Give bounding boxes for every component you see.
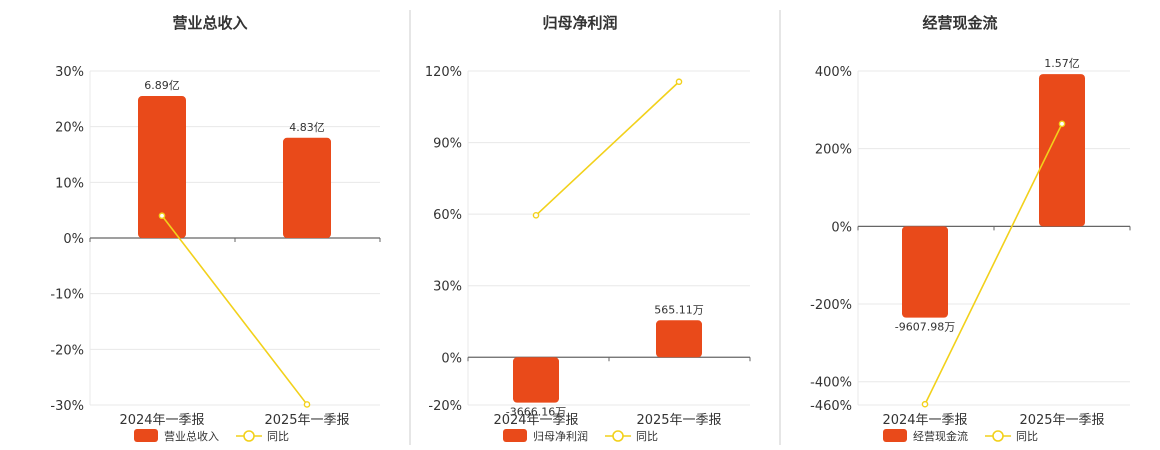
x-category-label: 2025年一季报 (264, 413, 349, 428)
chart-title: 营业总收入 (172, 14, 247, 32)
legend-label-line: 同比 (1016, 430, 1038, 443)
yoy-point (675, 78, 683, 86)
legend-label-line: 同比 (636, 430, 658, 443)
bar-value-label: -9607.98万 (895, 321, 955, 334)
bar-value-label: -3666.16万 (506, 406, 566, 419)
y-tick-label: -200% (810, 298, 852, 313)
y-tick-label: -460% (810, 399, 852, 414)
bar-value-label: 6.89亿 (144, 79, 180, 92)
legend-swatch-bar (134, 429, 158, 442)
y-tick-label: 0% (63, 232, 84, 247)
bar (283, 137, 331, 238)
legend-swatch-marker (992, 430, 1004, 442)
y-tick-label: -30% (50, 399, 84, 414)
y-tick-label: 10% (55, 176, 84, 191)
legend-swatch-marker (243, 430, 255, 442)
bar (902, 226, 948, 318)
y-tick-label: -400% (810, 376, 852, 391)
y-tick-label: -20% (50, 343, 84, 358)
legend-label-bar: 经营现金流 (913, 429, 968, 443)
chart-title: 归母净利润 (542, 14, 617, 32)
yoy-point (1058, 120, 1066, 128)
y-tick-label: 20% (55, 121, 84, 136)
bar (513, 357, 559, 403)
legend-swatch-bar (503, 429, 527, 442)
y-tick-label: 0% (831, 220, 852, 235)
legend-swatch-bar (883, 429, 907, 442)
yoy-point (921, 400, 929, 408)
y-tick-label: 200% (815, 143, 852, 158)
legend-label-line: 同比 (267, 430, 289, 443)
y-tick-label: 60% (433, 208, 462, 223)
yoy-line (924, 123, 1063, 405)
y-tick-label: 30% (433, 280, 462, 295)
bar-value-label: 1.57亿 (1044, 57, 1080, 70)
y-tick-label: 120% (425, 65, 462, 80)
yoy-line (161, 215, 308, 405)
bar (138, 96, 186, 238)
yoy-point (532, 212, 540, 219)
x-category-label: 2024年一季报 (119, 413, 204, 428)
y-tick-label: 0% (441, 351, 462, 366)
bar (1039, 74, 1085, 227)
x-category-label: 2025年一季报 (1019, 413, 1104, 428)
bar-value-label: 4.83亿 (289, 121, 325, 134)
y-tick-label: 400% (815, 65, 852, 80)
chart-title: 经营现金流 (922, 14, 997, 32)
x-category-label: 2024年一季报 (493, 413, 578, 428)
legend-label-bar: 营业总收入 (164, 429, 219, 443)
yoy-point (303, 401, 311, 408)
yoy-line (535, 81, 680, 216)
y-tick-label: 90% (433, 137, 462, 152)
bar-value-label: 565.11万 (654, 303, 704, 316)
legend-swatch-marker (612, 430, 624, 442)
yoy-point (158, 212, 166, 220)
x-category-label: 2025年一季报 (636, 413, 721, 428)
bar (656, 320, 702, 358)
y-tick-label: -10% (50, 288, 84, 303)
y-tick-label: 30% (55, 65, 84, 80)
x-category-label: 2024年一季报 (882, 413, 967, 428)
legend-label-bar: 归母净利润 (533, 429, 588, 443)
y-tick-label: -20% (428, 399, 462, 414)
